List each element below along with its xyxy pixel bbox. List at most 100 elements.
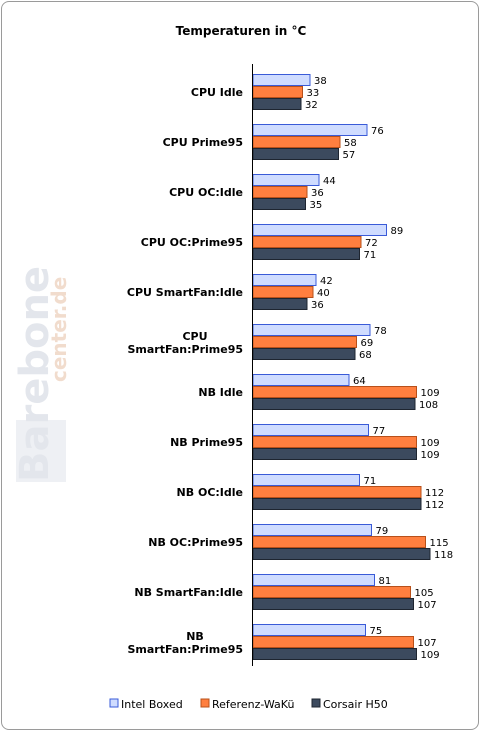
watermark-block bbox=[16, 420, 66, 482]
watermark-logo: Barebone center.de bbox=[12, 266, 71, 482]
value-label: 81 bbox=[379, 576, 392, 587]
value-label: 109 bbox=[421, 450, 440, 461]
category-label-line: CPU bbox=[182, 330, 207, 343]
value-label: 42 bbox=[320, 276, 333, 287]
value-label: 40 bbox=[317, 288, 330, 299]
value-label: 57 bbox=[343, 150, 356, 161]
legend-label: Referenz-WaKü bbox=[212, 698, 294, 711]
bar-3-1 bbox=[252, 98, 302, 110]
category-label: NB OC:Prime95 bbox=[148, 536, 243, 549]
bar-3-2 bbox=[252, 148, 339, 160]
bar-1-2 bbox=[252, 124, 368, 136]
legend-label: Corsair H50 bbox=[323, 698, 388, 711]
bar-2-11 bbox=[252, 586, 411, 598]
value-label: 108 bbox=[419, 400, 438, 411]
bar-3-6 bbox=[252, 348, 356, 360]
value-label: 107 bbox=[418, 638, 437, 649]
bar-3-11 bbox=[252, 598, 414, 610]
value-label: 109 bbox=[421, 438, 440, 449]
bar-2-12 bbox=[252, 636, 414, 648]
value-label: 36 bbox=[311, 188, 324, 199]
value-label: 32 bbox=[305, 100, 318, 111]
value-label: 69 bbox=[361, 338, 374, 349]
bar-2-2 bbox=[252, 136, 341, 148]
value-label: 36 bbox=[311, 300, 324, 311]
value-label: 76 bbox=[371, 126, 384, 137]
legend-label: Intel Boxed bbox=[121, 698, 183, 711]
value-label: 68 bbox=[359, 350, 372, 361]
bar-3-9 bbox=[252, 498, 422, 510]
bar-2-9 bbox=[252, 486, 422, 498]
value-label: 107 bbox=[418, 600, 437, 611]
value-label: 75 bbox=[370, 626, 383, 637]
category-label-line: NB bbox=[186, 630, 204, 643]
value-label: 33 bbox=[307, 88, 320, 99]
value-label: 78 bbox=[374, 326, 387, 337]
bar-1-8 bbox=[252, 424, 369, 436]
category-label: CPU SmartFan:Idle bbox=[127, 286, 243, 299]
bar-1-9 bbox=[252, 474, 360, 486]
bar-1-4 bbox=[252, 224, 387, 236]
bar-2-10 bbox=[252, 536, 426, 548]
value-label: 35 bbox=[310, 200, 323, 211]
category-label: NB SmartFan:Prime95 bbox=[128, 630, 244, 656]
bar-2-7 bbox=[252, 386, 417, 398]
value-label: 105 bbox=[415, 588, 434, 599]
value-label: 112 bbox=[425, 500, 444, 511]
bar-2-8 bbox=[252, 436, 417, 448]
category-label-line: SmartFan:Prime95 bbox=[128, 643, 244, 656]
category-label: NB SmartFan:Idle bbox=[134, 586, 243, 599]
bar-1-1 bbox=[252, 74, 311, 86]
value-label: 79 bbox=[376, 526, 389, 537]
legend-swatch bbox=[200, 698, 210, 708]
category-label: NB Prime95 bbox=[170, 436, 243, 449]
value-label: 71 bbox=[364, 250, 377, 261]
bar-3-10 bbox=[252, 548, 431, 560]
value-label: 38 bbox=[314, 76, 327, 87]
value-label: 115 bbox=[430, 538, 449, 549]
legend-swatch bbox=[109, 698, 119, 708]
bar-2-3 bbox=[252, 186, 308, 198]
bar-1-10 bbox=[252, 524, 372, 536]
bar-2-4 bbox=[252, 236, 362, 248]
bar-2-5 bbox=[252, 286, 314, 298]
bar-3-8 bbox=[252, 448, 417, 460]
bar-3-7 bbox=[252, 398, 416, 410]
value-label: 44 bbox=[323, 176, 336, 187]
value-label: 118 bbox=[434, 550, 453, 561]
value-label: 71 bbox=[364, 476, 377, 487]
category-label: CPU SmartFan:Prime95 bbox=[128, 330, 244, 356]
bar-3-12 bbox=[252, 648, 417, 660]
category-label-line: SmartFan:Prime95 bbox=[128, 343, 244, 356]
category-label: CPU OC:Prime95 bbox=[141, 236, 243, 249]
watermark-main-text: Barebone bbox=[12, 266, 58, 482]
value-label: 58 bbox=[344, 138, 357, 149]
category-label: CPU Prime95 bbox=[163, 136, 243, 149]
bar-1-5 bbox=[252, 274, 317, 286]
bar-1-6 bbox=[252, 324, 371, 336]
bar-1-11 bbox=[252, 574, 375, 586]
value-labels: 3833327658574436358972714240367869686410… bbox=[305, 76, 453, 661]
bar-3-3 bbox=[252, 198, 306, 210]
watermark-sub-text: center.de bbox=[47, 277, 71, 382]
value-label: 109 bbox=[421, 388, 440, 399]
value-label: 72 bbox=[365, 238, 378, 249]
category-label: NB Idle bbox=[198, 386, 243, 399]
legend: Intel Boxed Referenz-WaKü Corsair H50 bbox=[109, 698, 388, 711]
bar-group bbox=[252, 74, 431, 660]
bar-2-1 bbox=[252, 86, 303, 98]
value-label: 112 bbox=[425, 488, 444, 499]
value-label: 109 bbox=[421, 650, 440, 661]
value-label: 77 bbox=[373, 426, 386, 437]
value-label: 64 bbox=[353, 376, 366, 387]
bar-1-3 bbox=[252, 174, 320, 186]
bar-3-5 bbox=[252, 298, 308, 310]
category-labels: CPU Idle CPU Prime95 CPU OC:Idle CPU OC:Pri… bbox=[127, 86, 243, 656]
legend-swatch bbox=[311, 698, 321, 708]
value-label: 89 bbox=[391, 226, 404, 237]
bar-1-7 bbox=[252, 374, 350, 386]
bar-3-4 bbox=[252, 248, 360, 260]
category-label: CPU Idle bbox=[191, 86, 243, 99]
bar-2-6 bbox=[252, 336, 357, 348]
